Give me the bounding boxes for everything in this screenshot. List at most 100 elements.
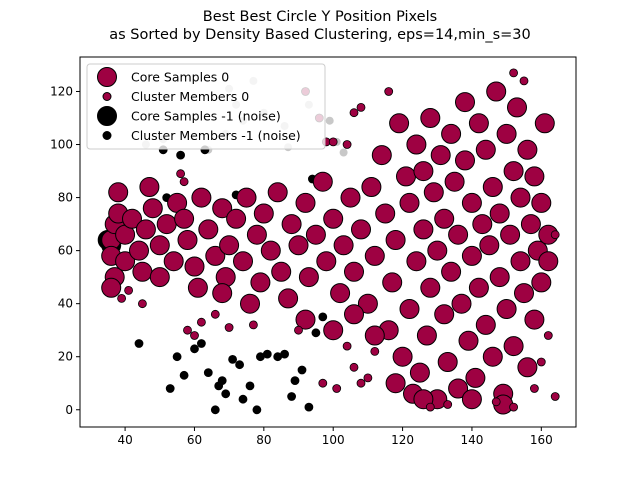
core-sample-point — [212, 283, 233, 304]
core-sample-point — [129, 240, 149, 261]
core-sample-point — [489, 203, 510, 224]
member-point — [262, 349, 272, 359]
member-point — [176, 169, 186, 179]
core-sample-point — [246, 224, 267, 245]
member-point — [228, 354, 238, 364]
member-point — [137, 299, 147, 309]
core-sample-point — [382, 272, 403, 293]
core-sample-point — [392, 346, 413, 367]
member-point — [339, 148, 348, 157]
member-point — [196, 317, 206, 327]
member-point — [550, 392, 560, 401]
x-axis: 40 60 80 100 120 140 160 — [117, 427, 553, 447]
core-sample-point — [149, 267, 170, 288]
core-sample-point — [281, 214, 302, 235]
member-point — [304, 402, 314, 412]
member-point — [332, 384, 342, 393]
core-sample-point — [406, 251, 427, 272]
core-sample-point — [240, 293, 260, 314]
member-point — [165, 384, 175, 393]
legend-marker — [97, 67, 117, 87]
y-tick-label: 100 — [50, 138, 73, 152]
core-sample-point — [472, 214, 493, 235]
legend-marker — [102, 92, 112, 101]
core-sample-point — [413, 219, 434, 240]
member-point — [176, 150, 186, 160]
member-point — [311, 328, 321, 338]
core-sample-point — [312, 171, 333, 192]
core-sample-point — [364, 325, 385, 346]
plot-frame — [79, 56, 577, 428]
core-sample-point — [101, 277, 122, 298]
x-tick-label: 140 — [460, 433, 483, 447]
core-sample-point — [486, 81, 507, 102]
core-sample-point — [385, 373, 406, 394]
data-points — [97, 68, 560, 415]
core-sample-point — [461, 192, 482, 213]
y-tick-label: 80 — [58, 191, 73, 205]
core-sample-point — [500, 224, 521, 245]
member-point — [217, 376, 227, 386]
core-sample-point — [455, 92, 475, 113]
core-sample-point — [510, 187, 531, 208]
legend-label: Core Samples 0 — [131, 70, 229, 85]
y-tick-label: 20 — [58, 350, 73, 364]
member-point — [238, 394, 248, 404]
member-point — [117, 293, 126, 303]
core-sample-point — [198, 219, 219, 240]
core-sample-point — [441, 261, 462, 282]
member-point — [224, 323, 234, 332]
core-sample-point — [520, 214, 541, 235]
member-point — [363, 373, 373, 383]
member-point — [190, 344, 199, 354]
y-tick-label: 120 — [50, 84, 73, 98]
member-point — [294, 325, 303, 335]
member-point — [370, 346, 380, 356]
member-point — [536, 357, 546, 367]
chart-title-line2: as Sorted by Density Based Clustering, e… — [109, 27, 531, 43]
core-sample-point — [503, 336, 524, 357]
core-sample-point — [423, 182, 444, 203]
member-point — [550, 230, 560, 240]
legend-marker — [97, 106, 117, 126]
core-sample-point — [142, 198, 163, 219]
core-sample-point — [305, 224, 326, 245]
core-sample-point — [132, 261, 153, 282]
member-point — [519, 76, 529, 86]
core-sample-point — [399, 299, 420, 319]
core-sample-point — [475, 139, 496, 160]
member-point — [297, 365, 307, 375]
member-point — [203, 368, 213, 378]
core-sample-point — [444, 171, 465, 192]
member-point — [349, 108, 359, 118]
member-point — [356, 378, 366, 388]
core-sample-point — [448, 378, 469, 399]
core-sample-point — [399, 192, 420, 213]
core-sample-point — [524, 166, 545, 187]
core-sample-point — [316, 251, 337, 272]
core-sample-point — [434, 208, 455, 229]
core-sample-point — [514, 283, 534, 304]
core-sample-point — [233, 251, 253, 272]
core-sample-point — [448, 224, 469, 245]
core-sample-point — [538, 251, 559, 272]
core-sample-point — [115, 251, 136, 272]
member-point — [509, 402, 518, 412]
member-point — [280, 349, 290, 359]
legend-box — [86, 63, 326, 150]
core-sample-point — [219, 235, 240, 256]
core-sample-point — [517, 139, 538, 160]
member-point — [342, 341, 352, 351]
core-sample-point — [465, 367, 486, 388]
core-sample-point — [184, 256, 205, 277]
core-sample-point — [482, 346, 503, 367]
core-sample-point — [475, 314, 496, 335]
legend-label: Cluster Members 0 — [131, 89, 249, 104]
y-tick-label: 40 — [58, 297, 73, 311]
member-point — [530, 384, 539, 393]
member-point — [221, 389, 231, 399]
member-point — [425, 402, 435, 412]
core-sample-point — [461, 389, 482, 410]
core-sample-point — [267, 182, 288, 203]
x-tick-label: 120 — [391, 433, 414, 447]
